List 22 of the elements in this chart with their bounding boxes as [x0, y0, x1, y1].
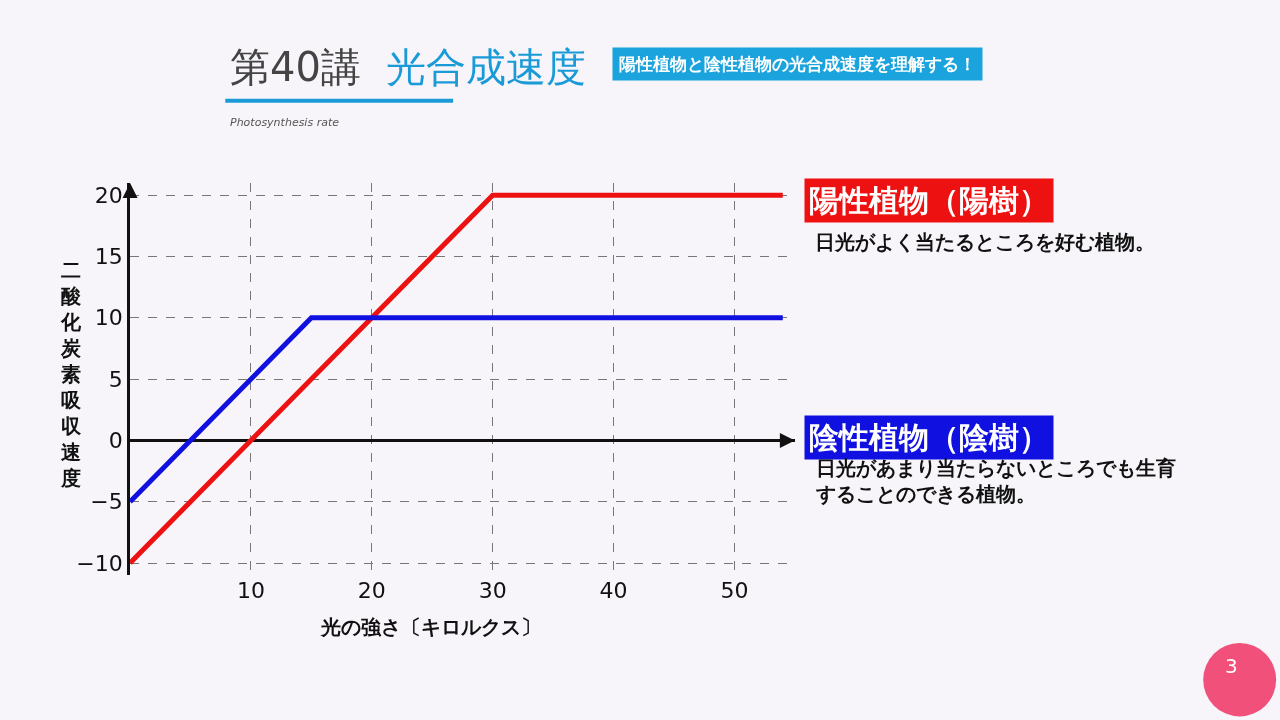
text: 二酸化炭素吸収速度 — [61, 258, 81, 490]
x-tick-label: 10 — [236, 578, 265, 604]
y-tick-label: 5 — [108, 366, 123, 392]
y-tick-label: −10 — [76, 550, 123, 576]
x-tick-label: 30 — [478, 578, 507, 604]
y-tick-label: 15 — [94, 244, 123, 270]
text: 日光があまり当たらないところでも生育することのできる植物。 — [815, 456, 1176, 506]
text: 陽性植物と陰性植物の光合成速度を理解する！ — [619, 54, 976, 74]
x-tick-label: 50 — [720, 578, 749, 604]
y-tick-label: 0 — [108, 428, 123, 454]
y-tick-label: −5 — [90, 489, 123, 515]
x-tick-label: 20 — [357, 578, 386, 604]
y-tick-label: 10 — [94, 305, 123, 331]
y-tick-label: 20 — [94, 182, 123, 208]
text: 日光がよく当たるところを好む植物。 — [815, 230, 1155, 254]
chart-title: 第40講 光合成速度 — [230, 44, 587, 90]
text: 3 — [1225, 654, 1238, 678]
series-label: 陽性植物（陽樹） — [809, 183, 1049, 218]
chart-subtitle: Photosynthesis rate — [230, 116, 340, 129]
x-tick-label: 40 — [599, 578, 628, 604]
x-axis-title: 光の強さ〔キロルクス〕 — [320, 615, 541, 639]
text: 陰性植物（陰樹） — [809, 420, 1049, 455]
